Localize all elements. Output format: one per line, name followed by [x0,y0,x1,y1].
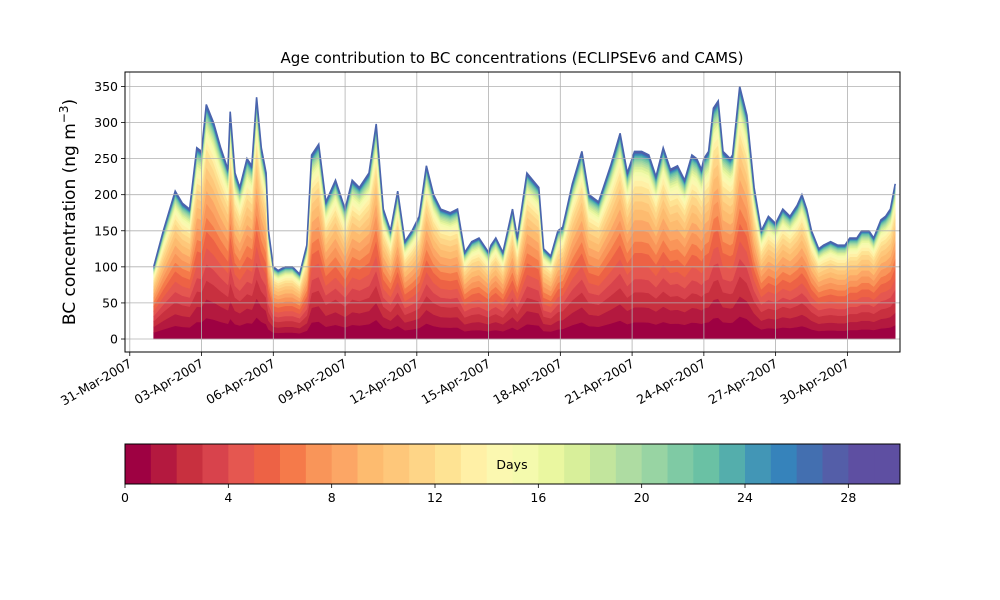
colorbar-cell [176,444,203,484]
y-tick-label: 100 [94,259,118,274]
colorbar-cell [305,444,333,484]
x-tick-label: 30-Apr-2007 [777,356,851,408]
colorbar-cell [770,444,798,484]
colorbar-cell [486,444,513,484]
colorbar-cell [150,444,178,484]
colorbar-cells [125,444,901,484]
x-tick-label: 24-Apr-2007 [634,356,708,408]
x-axis: 31-Mar-200703-Apr-200706-Apr-200709-Apr-… [58,352,852,408]
x-tick-label: 03-Apr-2007 [132,356,206,408]
colorbar-cell [331,444,358,484]
colorbar-cell [745,444,772,484]
colorbar-cell [202,444,229,484]
colorbar-cell [848,444,875,484]
colorbar-cell [254,444,281,484]
colorbar-ticks: 0 4 8 12 16 20 24 28 [121,484,856,505]
x-tick-label: 09-Apr-2007 [275,356,349,408]
colorbar-tick-label: 0 [121,490,129,505]
colorbar-tick-label: 8 [328,490,336,505]
colorbar-tick-label: 20 [634,490,650,505]
colorbar-cell [383,444,410,484]
y-tick-label: 0 [110,332,118,347]
colorbar-tick-label: 12 [427,490,443,505]
y-axis: 0 50 100 150 200 250 300 350 [94,79,125,347]
y-tick-label: 350 [94,79,118,94]
total-concentration-line [152,86,896,276]
y-axis-label-close: ) [60,99,80,106]
colorbar-cell [460,444,488,484]
y-tick-label: 50 [102,295,118,310]
colorbar-cell [693,444,720,484]
y-tick-label: 150 [94,223,118,238]
colorbar-cell [280,444,307,484]
y-tick-label: 200 [94,187,118,202]
colorbar-cell [874,444,901,484]
colorbar-cell [590,444,617,484]
x-tick-label: 27-Apr-2007 [706,356,780,408]
colorbar-cell [435,444,462,484]
colorbar-cell [125,444,152,484]
plot-frame [124,71,901,353]
colorbar-cell [641,444,668,484]
y-axis-label-exponent: −3 [57,105,71,123]
colorbar-cell [409,444,436,484]
colorbar-cell [822,444,849,484]
plot-area [124,71,901,353]
colorbar-frame [124,443,901,485]
colorbar: Days 0 4 8 12 16 20 24 28 [121,443,901,505]
grid-lines [125,72,900,352]
x-tick-label: 15-Apr-2007 [419,356,493,408]
x-tick-label: 12-Apr-2007 [347,356,421,408]
colorbar-cell [796,444,823,484]
chart-title: Age contribution to BC concentrations (E… [281,49,744,67]
x-tick-label: 31-Mar-2007 [58,356,134,409]
y-axis-label: BC concentration (ng m−3) [57,99,80,325]
colorbar-tick-label: 16 [530,490,546,505]
y-tick-label: 300 [94,115,118,130]
colorbar-cell [538,444,565,484]
colorbar-cell [512,444,539,484]
colorbar-cell [357,444,384,484]
y-axis-label-main: BC concentration (ng m [60,123,80,325]
colorbar-cell [667,444,694,484]
colorbar-tick-label: 4 [224,490,232,505]
colorbar-cell [719,444,746,484]
colorbar-cell [564,444,591,484]
x-tick-label: 06-Apr-2007 [203,356,277,408]
x-tick-label: 21-Apr-2007 [562,356,636,408]
y-tick-label: 250 [94,151,118,166]
colorbar-cell [615,444,643,484]
colorbar-tick-label: 28 [840,490,856,505]
colorbar-tick-label: 24 [737,490,753,505]
colorbar-cell [228,444,255,484]
colorbar-label: Days [496,457,527,472]
x-tick-label: 18-Apr-2007 [490,356,564,408]
